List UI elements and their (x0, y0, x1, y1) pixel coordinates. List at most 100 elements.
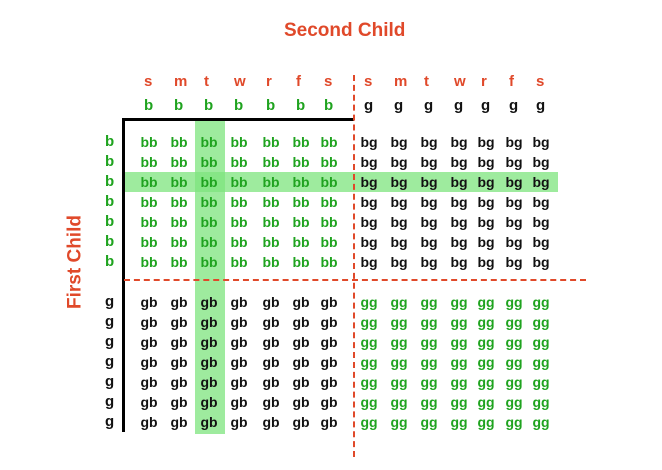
grid-cell: bb (200, 134, 218, 150)
grid-cell: bg (532, 154, 550, 170)
second-child-day-label: f (509, 73, 514, 90)
grid-cell: bb (292, 134, 310, 150)
grid-cell: gb (230, 374, 248, 390)
grid-cell: gg (477, 294, 495, 310)
grid-cell: bb (140, 174, 158, 190)
grid-cell: bb (320, 194, 338, 210)
grid-cell: gb (200, 414, 218, 430)
grid-cell: gb (170, 334, 188, 350)
grid-cell: gg (390, 314, 408, 330)
grid-cell: gg (532, 394, 550, 410)
second-child-gender-label: g (481, 97, 491, 114)
first-child-gender-label: b (105, 213, 115, 230)
grid-cell: gb (140, 354, 158, 370)
grid-cell: gg (505, 374, 523, 390)
vertical-divider (353, 75, 355, 457)
second-child-gender-label: g (364, 97, 374, 114)
first-child-gender-label: g (105, 353, 115, 370)
grid-cell: bg (532, 174, 550, 190)
grid-cell: bb (140, 194, 158, 210)
grid-cell: bg (420, 174, 438, 190)
grid-cell: bg (505, 254, 523, 270)
first-child-gender-label: b (105, 193, 115, 210)
grid-cell: bg (360, 234, 378, 250)
left-axis-line (122, 118, 125, 432)
first-child-gender-label: g (105, 373, 115, 390)
second-child-gender-label: g (454, 97, 464, 114)
grid-cell: bb (230, 154, 248, 170)
grid-cell: bb (230, 194, 248, 210)
second-child-day-label: w (234, 73, 246, 90)
first-child-title: First Child (64, 215, 86, 309)
grid-cell: gg (477, 334, 495, 350)
first-child-gender-label: g (105, 313, 115, 330)
horizontal-divider (124, 279, 586, 281)
grid-cell: bb (320, 174, 338, 190)
grid-cell: gb (200, 374, 218, 390)
grid-cell: bb (170, 234, 188, 250)
grid-cell: bb (262, 234, 280, 250)
grid-cell: gg (360, 374, 378, 390)
top-axis-line (122, 118, 354, 121)
grid-cell: bb (262, 214, 280, 230)
grid-cell: gb (320, 334, 338, 350)
grid-cell: gg (450, 414, 468, 430)
first-child-gender-label: b (105, 173, 115, 190)
grid-cell: bg (450, 254, 468, 270)
grid-cell: bb (230, 234, 248, 250)
grid-cell: gb (170, 354, 188, 370)
grid-cell: bb (140, 134, 158, 150)
grid-cell: bg (532, 194, 550, 210)
grid-cell: bg (477, 234, 495, 250)
grid-cell: bb (262, 134, 280, 150)
grid-cell: bb (200, 214, 218, 230)
grid-cell: bg (477, 254, 495, 270)
second-child-day-label: r (481, 73, 487, 90)
grid-cell: bg (477, 194, 495, 210)
grid-cell: bg (360, 134, 378, 150)
second-child-gender-label: b (324, 97, 334, 114)
grid-cell: bg (505, 154, 523, 170)
grid-cell: gg (450, 374, 468, 390)
grid-cell: bg (360, 174, 378, 190)
grid-cell: gb (170, 394, 188, 410)
grid-cell: gb (140, 414, 158, 430)
grid-cell: gb (170, 294, 188, 310)
grid-cell: bg (532, 234, 550, 250)
grid-cell: bg (390, 154, 408, 170)
grid-cell: gb (292, 394, 310, 410)
grid-cell: bg (360, 194, 378, 210)
grid-cell: bb (170, 194, 188, 210)
grid-cell: gg (420, 374, 438, 390)
second-child-day-label: s (364, 73, 373, 90)
grid-cell: gg (532, 414, 550, 430)
grid-cell: gg (477, 314, 495, 330)
grid-cell: gg (505, 414, 523, 430)
grid-cell: bb (170, 154, 188, 170)
grid-cell: gb (262, 394, 280, 410)
grid-cell: gg (450, 394, 468, 410)
grid-cell: bb (230, 134, 248, 150)
grid-cell: gb (320, 294, 338, 310)
first-child-gender-label: g (105, 393, 115, 410)
grid-cell: gb (230, 354, 248, 370)
grid-cell: bg (390, 134, 408, 150)
grid-cell: bg (390, 214, 408, 230)
grid-cell: bg (505, 234, 523, 250)
grid-cell: bg (450, 234, 468, 250)
grid-cell: gb (200, 334, 218, 350)
grid-cell: bb (230, 254, 248, 270)
grid-cell: bb (200, 174, 218, 190)
grid-cell: gb (292, 374, 310, 390)
grid-cell: gg (532, 354, 550, 370)
grid-cell: gg (390, 374, 408, 390)
grid-cell: gb (262, 374, 280, 390)
second-child-day-label: t (424, 73, 429, 90)
grid-cell: bg (477, 154, 495, 170)
grid-cell: gg (420, 394, 438, 410)
grid-cell: gg (390, 394, 408, 410)
grid-cell: gb (320, 394, 338, 410)
grid-cell: gb (170, 374, 188, 390)
grid-cell: gg (390, 294, 408, 310)
grid-cell: bb (262, 254, 280, 270)
